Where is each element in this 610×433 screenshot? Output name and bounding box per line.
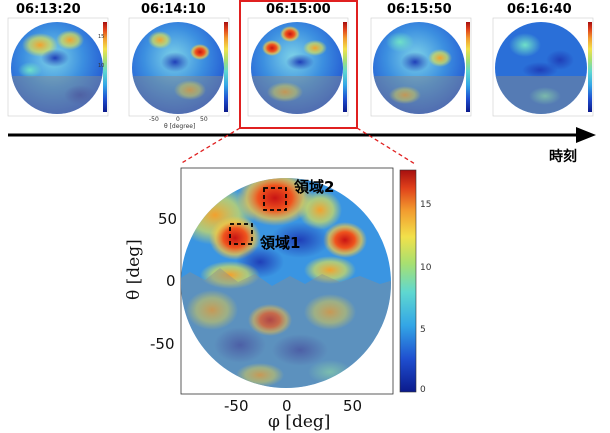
cb-tick-10: 10 xyxy=(420,263,432,273)
time-axis-label: 時刻 xyxy=(549,149,577,165)
small-xlabel: θ [degree] xyxy=(164,123,196,130)
connector-right xyxy=(356,127,416,165)
thumbnail-2 xyxy=(128,17,230,117)
ytick-0: 0 xyxy=(166,272,176,290)
frame-time-5: 06:16:40 xyxy=(507,2,572,17)
cb-tick-5: 5 xyxy=(420,325,426,335)
region-1-label: 領域1 xyxy=(260,234,301,252)
small-xtick-3: 50 xyxy=(200,116,208,123)
xtick-50: 50 xyxy=(343,397,363,415)
thumbnail-5 xyxy=(492,17,594,117)
ytick-50: 50 xyxy=(158,210,178,228)
y-axis-title: θ [deg] xyxy=(124,239,144,300)
small-xtick-1: -50 xyxy=(149,116,159,123)
frame-time-2: 06:14:10 xyxy=(141,2,206,17)
thumbnail-4 xyxy=(370,17,472,117)
thumbnail-1 xyxy=(7,17,109,117)
small-xtick-2: 0 xyxy=(176,116,180,123)
connector-left xyxy=(179,127,241,165)
xtick-neg50: -50 xyxy=(224,397,249,415)
frame-time-4: 06:15:50 xyxy=(387,2,452,17)
region-1-box xyxy=(229,223,253,245)
xtick-0: 0 xyxy=(282,397,292,415)
highlight-box xyxy=(239,0,358,129)
region-2-label: 領域2 xyxy=(294,178,335,196)
x-axis-title: φ [deg] xyxy=(268,412,331,432)
frame-time-3: 06:15:00 xyxy=(266,2,331,17)
cb-tick-15: 15 xyxy=(420,200,432,210)
thumb-cb-tick-2: 10 xyxy=(98,63,105,69)
frame-time-1: 06:13:20 xyxy=(16,2,81,17)
thumb-cb-tick-1: 15 xyxy=(98,34,105,40)
cb-tick-0: 0 xyxy=(420,385,426,395)
main-colorbar xyxy=(399,169,417,393)
thumbnail-3 xyxy=(247,17,349,117)
main-heatmap xyxy=(181,178,391,388)
region-2-box xyxy=(263,187,287,211)
ytick-neg50: -50 xyxy=(150,335,175,353)
time-arrow-head xyxy=(576,127,596,143)
